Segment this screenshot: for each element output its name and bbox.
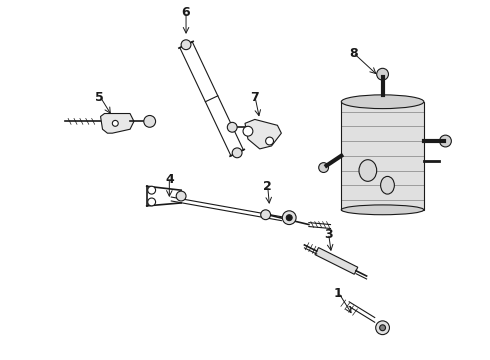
Circle shape	[380, 325, 386, 331]
Text: 1: 1	[334, 287, 343, 300]
Ellipse shape	[342, 205, 424, 215]
Text: 4: 4	[165, 173, 174, 186]
Text: 5: 5	[95, 91, 104, 104]
Circle shape	[147, 198, 156, 206]
Circle shape	[286, 215, 292, 221]
Circle shape	[282, 211, 296, 225]
Bar	[342, 102, 424, 210]
Ellipse shape	[342, 95, 424, 109]
Polygon shape	[245, 120, 281, 149]
Circle shape	[181, 40, 191, 50]
Circle shape	[112, 120, 118, 126]
Ellipse shape	[381, 176, 394, 194]
Circle shape	[232, 148, 242, 158]
Ellipse shape	[359, 160, 377, 181]
Circle shape	[318, 163, 328, 172]
Circle shape	[377, 68, 389, 80]
Text: 6: 6	[182, 6, 190, 19]
Text: 8: 8	[349, 48, 357, 60]
Circle shape	[440, 135, 451, 147]
Text: 7: 7	[250, 91, 259, 104]
Circle shape	[266, 137, 273, 145]
Circle shape	[176, 191, 186, 201]
Circle shape	[376, 321, 390, 335]
Text: 2: 2	[263, 180, 272, 193]
Polygon shape	[100, 113, 134, 133]
Text: 3: 3	[324, 228, 333, 241]
Circle shape	[144, 116, 156, 127]
Circle shape	[147, 186, 156, 194]
Circle shape	[227, 122, 237, 132]
Circle shape	[243, 126, 253, 136]
Circle shape	[261, 210, 270, 220]
Polygon shape	[315, 248, 358, 274]
